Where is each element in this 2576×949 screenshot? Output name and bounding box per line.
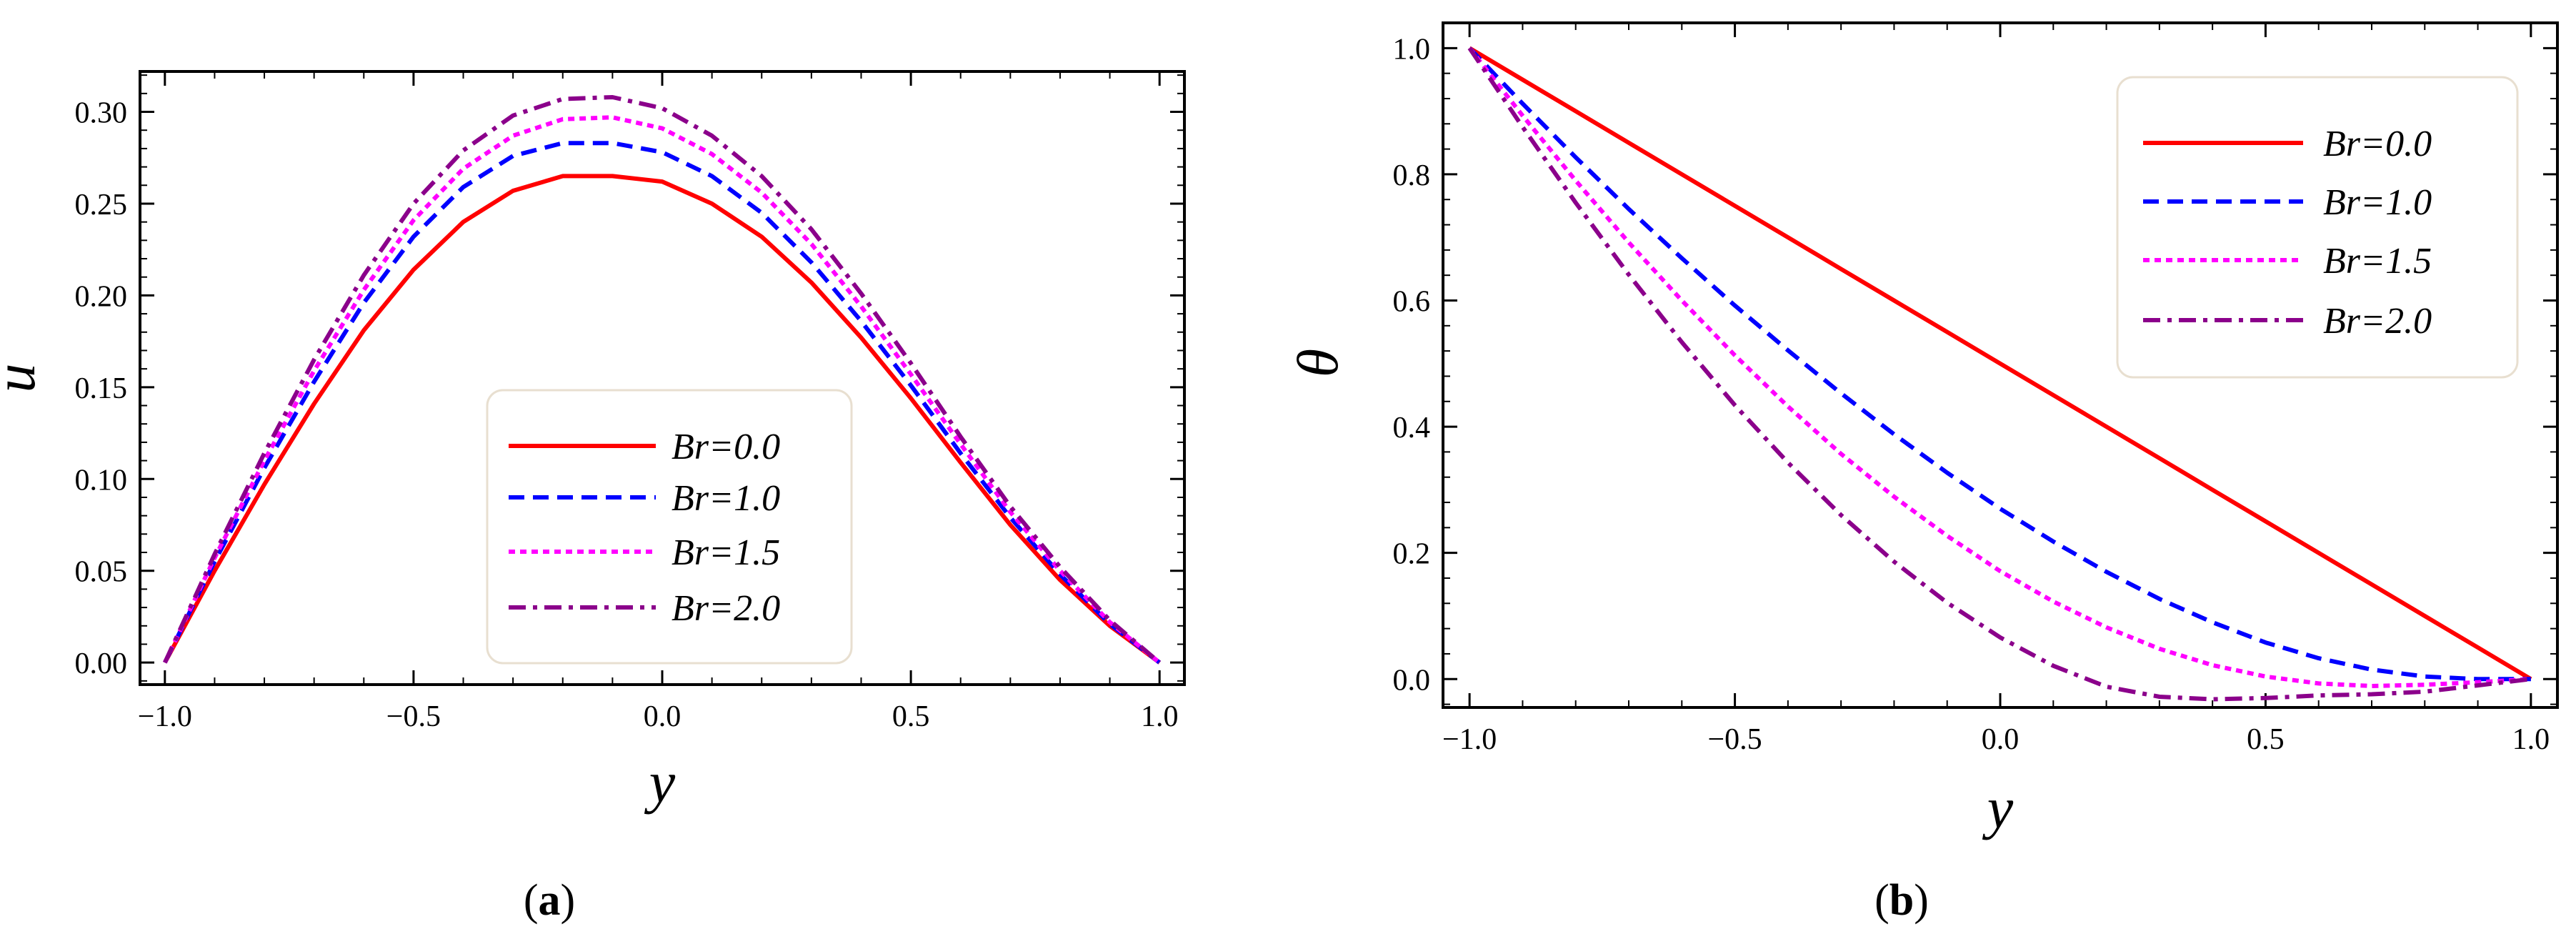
y-tick-label: 0.4 bbox=[1393, 412, 1431, 444]
y-tick-label: 0.20 bbox=[75, 280, 128, 313]
chart-a-legend: Br=0.0 Br=1.0 Br=1.5 Br=2.0 bbox=[486, 389, 853, 665]
chart-b-legend-box bbox=[2116, 76, 2519, 379]
legend-label: Br=0.0 bbox=[2323, 124, 2432, 164]
chart-b: −1.0 −0.5 0.0 0.5 1.0 0.0 0.2 0.4 0.6 0.8 1.0 y θ… bbox=[1285, 21, 2559, 925]
x-tick-label: 1.0 bbox=[1141, 700, 1179, 733]
y-tick-label: 0.8 bbox=[1393, 159, 1431, 192]
chart-a-x-axis-title: y bbox=[644, 750, 676, 815]
y-tick-label: 0.15 bbox=[75, 372, 128, 405]
chart-a-panel-label: (a) bbox=[524, 876, 575, 925]
x-tick-label: 0.5 bbox=[892, 700, 930, 733]
chart-a-y-axis-title: u bbox=[0, 364, 47, 393]
legend-label: Br=0.0 bbox=[672, 427, 780, 467]
series-line-br-2-0 bbox=[1467, 46, 2532, 702]
legend-entry: Br=1.0 bbox=[2143, 182, 2432, 223]
chart-a-major-ticks bbox=[140, 71, 1184, 685]
chart-a: −1.0 −0.5 0.0 0.5 1.0 0.000.050.100.150.200.… bbox=[0, 70, 1186, 925]
y-tick-label: 0.0 bbox=[1393, 664, 1431, 697]
chart-b-x-tick-labels: −1.0 −0.5 0.0 0.5 1.0 bbox=[1442, 723, 2550, 756]
series-line-br-1-0 bbox=[1467, 46, 2531, 682]
legend-label: Br=1.5 bbox=[2323, 241, 2432, 282]
chart-a-series-lines bbox=[163, 95, 1162, 665]
legend-label: Br=1.0 bbox=[2323, 182, 2432, 223]
x-tick-label: −0.5 bbox=[1707, 723, 1762, 756]
x-tick-label: −1.0 bbox=[138, 700, 192, 733]
legend-entry: Br=2.0 bbox=[2143, 301, 2432, 342]
y-tick-label: 0.30 bbox=[75, 97, 128, 130]
legend-entry: Br=0.0 bbox=[2143, 124, 2432, 164]
y-tick-label: 0.05 bbox=[75, 556, 128, 589]
series-line-br-1-5 bbox=[163, 115, 1162, 665]
chart-a-minor-ticks bbox=[140, 71, 1184, 685]
chart-b-y-axis-title: θ bbox=[1285, 349, 1350, 377]
chart-b-minor-ticks bbox=[1443, 23, 2557, 707]
x-tick-label: −0.5 bbox=[386, 700, 441, 733]
y-tick-label: 0.2 bbox=[1393, 538, 1431, 571]
y-tick-label: 0.00 bbox=[75, 647, 128, 680]
chart-b-x-axis-title: y bbox=[1982, 775, 2014, 840]
series-line-br-1-0 bbox=[163, 141, 1162, 665]
chart-a-y-tick-labels: 0.00 0.05 0.10 0.15 0.20 0.25 0.30 bbox=[75, 97, 128, 681]
legend-entry: Br=1.0 bbox=[509, 478, 780, 519]
y-tick-label: 1.0 bbox=[1393, 33, 1431, 66]
y-tick-label: 0.25 bbox=[75, 189, 128, 222]
y-tick-label: 0.10 bbox=[75, 464, 128, 497]
legend-entry: Br=1.5 bbox=[509, 532, 780, 573]
chart-b-major-ticks bbox=[1443, 23, 2557, 707]
series-line-br-1-5 bbox=[1467, 46, 2532, 688]
series-line-br-0-0 bbox=[1468, 46, 2532, 681]
chart-b-series-lines bbox=[1467, 46, 2532, 702]
x-tick-label: −1.0 bbox=[1442, 723, 1497, 756]
legend-label: Br=1.0 bbox=[672, 478, 780, 519]
chart-b-legend: Br=0.0 Br=1.0 Br=1.5 Br=2.0 bbox=[2116, 76, 2519, 379]
legend-entry: Br=2.0 bbox=[509, 588, 780, 629]
chart-b-panel-letter: b bbox=[1889, 876, 1914, 925]
series-line-br-2-0 bbox=[163, 95, 1162, 665]
x-tick-label: 0.5 bbox=[2247, 723, 2285, 756]
legend-label: Br=1.5 bbox=[672, 532, 780, 573]
legend-label: Br=2.0 bbox=[672, 588, 780, 629]
legend-label: Br=2.0 bbox=[2323, 301, 2432, 342]
chart-a-legend-box bbox=[486, 389, 853, 665]
chart-b-panel-label: (b) bbox=[1874, 876, 1929, 925]
x-tick-label: 0.0 bbox=[644, 700, 682, 733]
x-tick-label: 0.0 bbox=[1982, 723, 2020, 756]
chart-a-panel-letter: a bbox=[539, 876, 561, 925]
chart-a-x-tick-labels: −1.0 −0.5 0.0 0.5 1.0 bbox=[138, 700, 1179, 733]
chart-b-y-tick-labels: 0.0 0.2 0.4 0.6 0.8 1.0 bbox=[1393, 33, 1431, 697]
series-line-br-0-0 bbox=[163, 174, 1161, 665]
x-tick-label: 1.0 bbox=[2512, 723, 2550, 756]
y-tick-label: 0.6 bbox=[1393, 285, 1431, 318]
legend-entry: Br=0.0 bbox=[509, 427, 780, 467]
legend-entry: Br=1.5 bbox=[2143, 241, 2432, 282]
